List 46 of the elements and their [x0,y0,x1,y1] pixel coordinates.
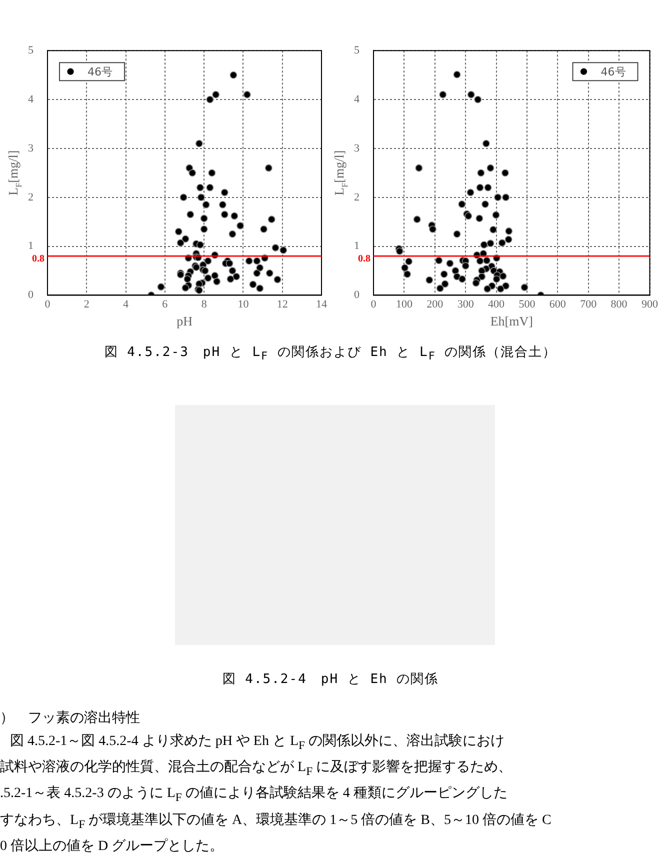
legend-label: 46号 [88,65,112,78]
y-tick-label: 5 [28,44,34,56]
x-tick-label: 300 [457,298,474,311]
x-tick-label: 700 [580,298,598,311]
y-tick-label: 2 [28,191,34,204]
y-tick-label: 2 [354,191,360,204]
text: 0 倍以上の値を D グループとした。 [0,837,225,856]
y-tick-label: 1 [28,240,34,252]
ref-line-label: 0.8 [358,254,370,265]
x-axis-title: pH [176,314,192,329]
x-tick-label: 0 [44,298,51,311]
x-tick-label: 800 [610,298,628,311]
x-tick-label: 4 [123,298,130,311]
y-tick-label: 3 [354,142,360,154]
x-tick-label: 14 [316,298,328,311]
x-tick-label: 10 [238,298,250,311]
y-axis-title: LF[mg/l] [6,150,24,196]
y-tick-label: 0 [28,289,34,302]
x-tick-label: 600 [549,298,566,311]
caption: 図 4.5.2-3 pH と L$_{F}$ の関係および Eh と L$_{F}$ の関係（混合土） [103,344,558,363]
x-tick-label: 200 [426,298,444,311]
y-axis-title: LF[mg/l] [332,150,350,196]
x-tick-label: 0 [370,298,377,311]
y-tick-label: 3 [28,142,34,154]
caption: 図 4.5.2-4 pH と Eh の関係 [221,671,440,688]
x-tick-label: 8 [201,298,208,311]
x-tick-label: 900 [642,298,658,311]
y-tick-label: 4 [354,93,360,106]
text: すなわち、L$_{F}$ が環境基準以下の値を A、環境基準の 1～5 倍の値を B、5～10 倍の値を C [0,811,552,833]
y-tick-label: 5 [354,44,360,56]
x-tick-label: 12 [276,298,288,311]
caption: 図 4.5.2-1～図 4.5.2-4 より求めた pH や Eh と L$_{F}$ の関係以外に、溶出試験におけ [9,732,506,754]
x-tick-label: 400 [488,298,506,311]
x-tick-label: 2 [84,298,90,311]
text: ） フッ素の溶出特性 [0,709,141,728]
text: .5.2-1～表 4.5.2-3 のように L$_{F}$ の値により各試験結果を 4 種類にグルーピングした [0,784,508,806]
y-tick-label: 4 [28,93,34,106]
y-tick-label: 0 [354,289,360,302]
x-tick-label: 6 [162,298,168,311]
x-tick-label: 100 [396,298,413,311]
legend-label: 46号 [600,65,626,78]
y-tick-label: 1 [354,240,360,252]
text: 試料や溶液の化学的性質、混合土の配合などが L$_{F}$ に及ぼす影響を把握するため、 [0,758,514,780]
x-tick-label: 500 [518,298,536,311]
ref-line-label: 0.8 [32,254,44,265]
x-axis-title: Eh[mV] [490,314,533,329]
